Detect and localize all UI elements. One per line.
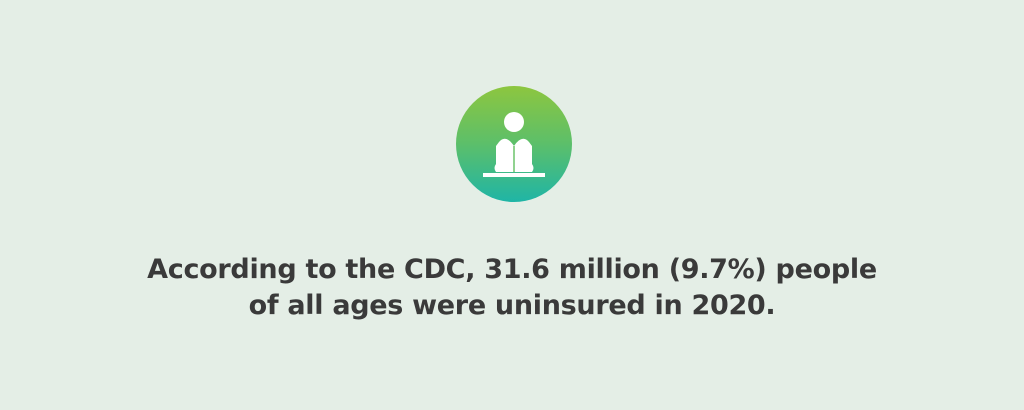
statistic-statement: According to the CDC, 31.6 million (9.7%…	[0, 252, 1024, 324]
statement-line-1: According to the CDC, 31.6 million (9.7%…	[147, 254, 877, 285]
reading-person-badge	[456, 86, 572, 202]
statement-line-2: of all ages were uninsured in 2020.	[248, 290, 776, 321]
person-reading-book-icon	[483, 112, 545, 177]
